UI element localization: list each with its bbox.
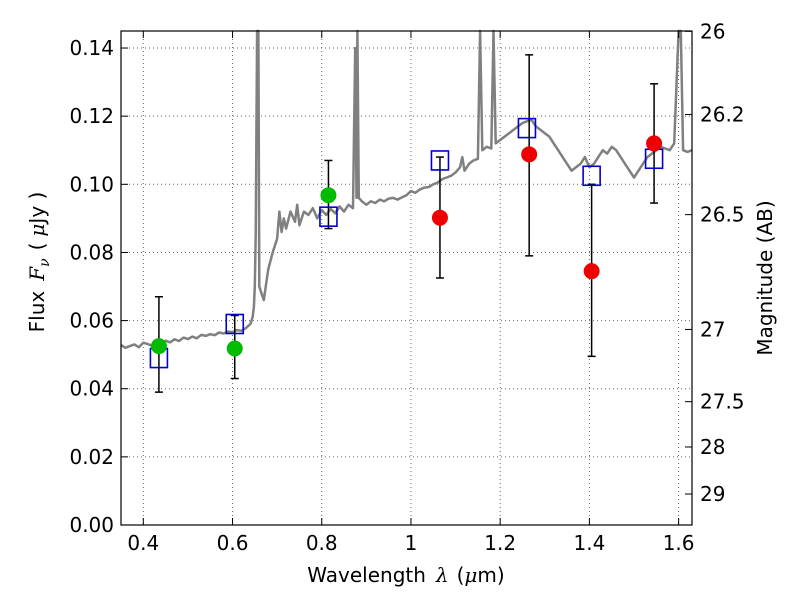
y2-tick-label: 26: [700, 19, 725, 43]
y2-axis-title: Magnitude (AB): [753, 200, 777, 355]
y-tick-label: 0.14: [69, 36, 114, 60]
x-tick-label: 0.6: [217, 531, 249, 555]
y2-tick-label: 26.2: [700, 102, 745, 126]
x-tick-label: 1: [405, 531, 418, 555]
grid: [121, 31, 692, 526]
data-point-green: [226, 340, 243, 357]
x-tick-label: 1.4: [573, 531, 605, 555]
y-axis-title-prefix: Flux: [25, 291, 49, 333]
error-bars: [154, 54, 659, 393]
y2-tick-label: 26.5: [700, 203, 745, 227]
data-point-red: [583, 263, 600, 280]
model-square: [430, 150, 450, 171]
y-axis-title: Flux Fν ( μJy ): [25, 192, 53, 333]
data-point-red: [431, 209, 448, 226]
model-square: [319, 206, 338, 227]
x-axis-title-unit-open: (: [457, 563, 465, 587]
x-tick-label: 0.4: [127, 531, 159, 555]
x-axis-title: Wavelength λ (μm): [307, 563, 504, 587]
x-axis-title-prefix: Wavelength: [307, 563, 426, 587]
y-axis-title-unit-open: (: [25, 243, 49, 251]
plot-frame: [120, 30, 693, 526]
model-square: [582, 165, 601, 187]
y-tick-labels: 0.00 0.02 0.04 0.06 0.08 0.10 0.12 0.14: [69, 36, 114, 537]
x-axis-title-unit-rest: m): [477, 563, 504, 587]
y-axis-title-symbol: F: [25, 266, 49, 282]
y2-tick-label: 28: [700, 435, 725, 459]
model-square: [517, 117, 537, 139]
y2-tick-labels: 26 26.2 26.5 27 27.5 28 29: [700, 19, 745, 506]
y-tick-label: 0.08: [69, 240, 114, 264]
x-tick-labels: 0.4 0.6 0.8 1 1.2 1.4 1.6: [127, 531, 694, 555]
data-point-green: [150, 338, 167, 355]
spectrum-line: [120, 29, 693, 350]
x-axis-title-unit-mu: μ: [464, 563, 477, 587]
data-point-green: [320, 187, 337, 204]
y-axis-title-unit-rest: Jy ): [25, 192, 49, 226]
y-axis-title-subscript: ν: [37, 258, 53, 267]
model-band-flux-series: [149, 117, 664, 369]
x-tick-label: 0.8: [306, 531, 338, 555]
y-tick-label: 0.06: [69, 309, 114, 333]
x-tick-label: 1.2: [484, 531, 516, 555]
axis-ticks: [121, 30, 692, 526]
data-point-red: [521, 146, 538, 163]
y2-tick-label: 29: [700, 482, 725, 506]
spectrum-series: [120, 29, 693, 350]
x-axis-title-symbol: λ: [435, 563, 449, 587]
detection-series: [150, 135, 663, 357]
y2-tick-label: 27: [700, 317, 725, 341]
y-tick-label: 0.12: [69, 104, 114, 128]
y-tick-label: 0.00: [69, 513, 114, 537]
data-point-red: [646, 135, 663, 152]
y2-tick-label: 27.5: [700, 390, 745, 414]
x-tick-label: 1.6: [663, 531, 695, 555]
model-square: [225, 313, 245, 335]
y-tick-label: 0.10: [69, 172, 114, 196]
y-tick-label: 0.02: [69, 445, 114, 469]
y-tick-label: 0.04: [69, 377, 114, 401]
y-axis-title-unit-mu: μ: [25, 224, 49, 237]
